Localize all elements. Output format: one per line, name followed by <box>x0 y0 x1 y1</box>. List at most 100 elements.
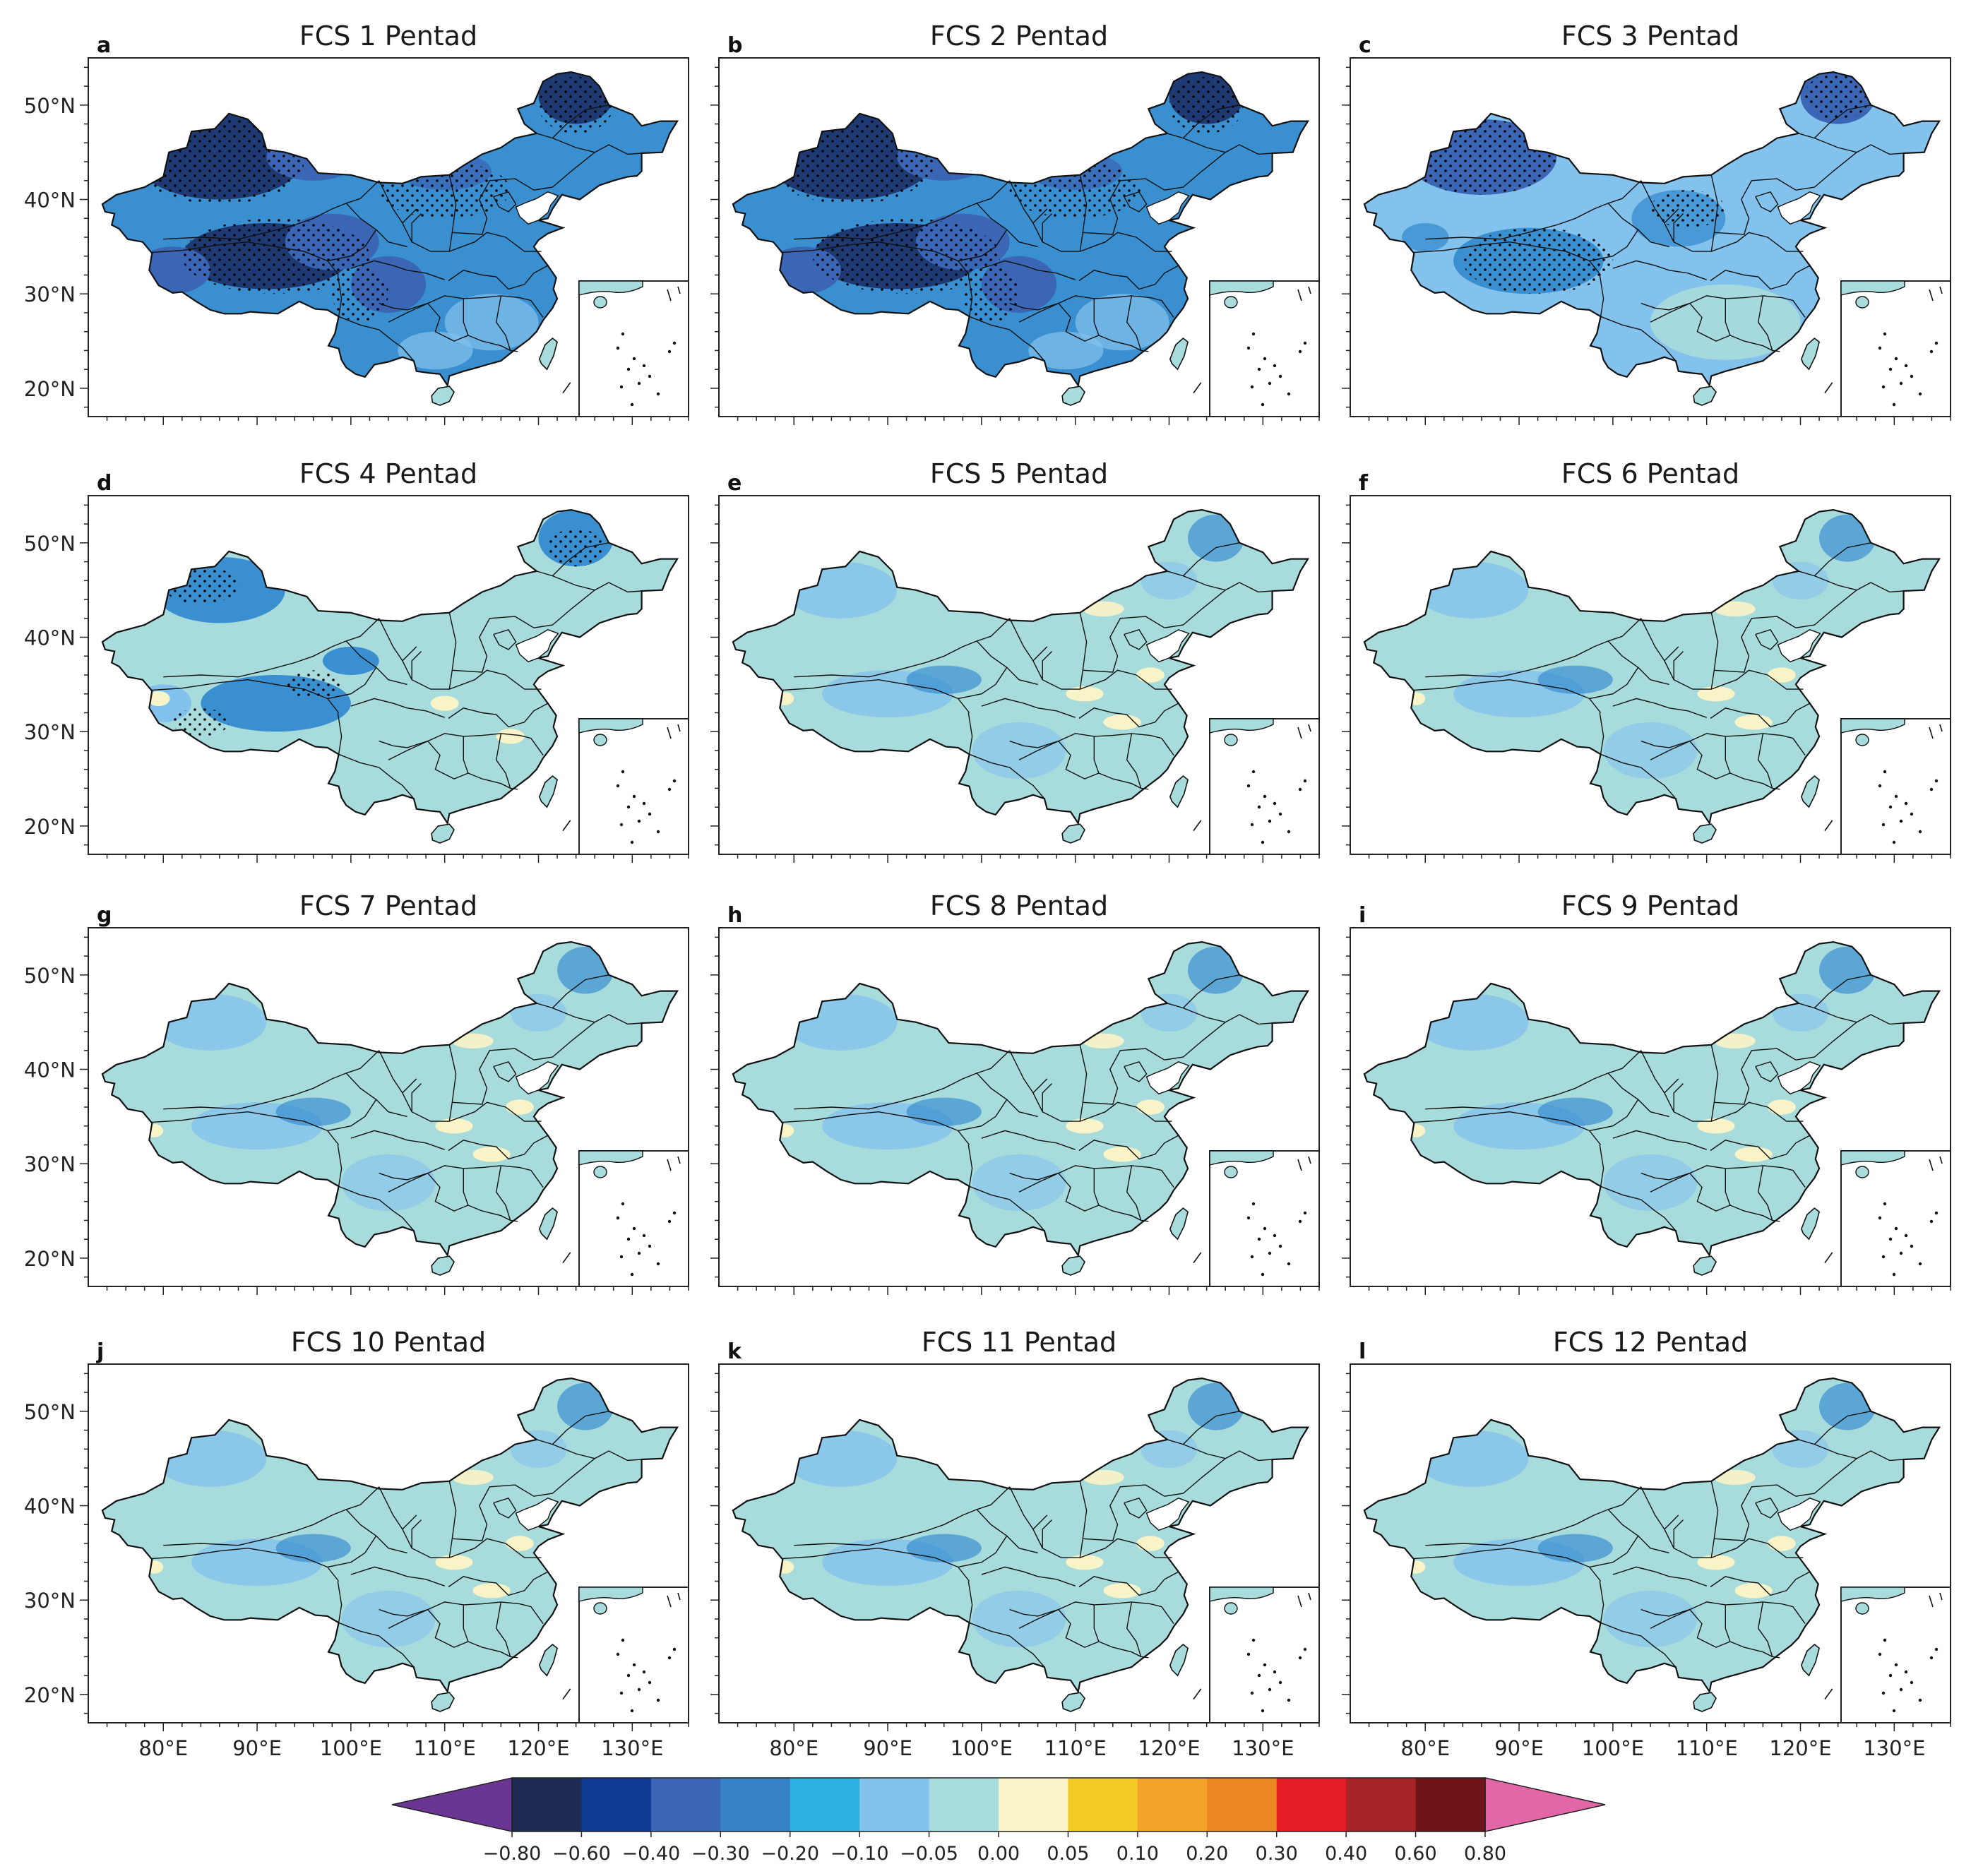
anomaly-patch <box>1103 715 1141 730</box>
province-border <box>1599 712 1604 755</box>
inset-island <box>1261 840 1265 844</box>
inset-island <box>1910 812 1914 816</box>
province-border <box>981 1566 1076 1587</box>
province-border <box>552 974 609 1009</box>
province-border <box>338 1622 415 1668</box>
anomaly-patch <box>1103 1583 1141 1599</box>
bohai-sea <box>1145 191 1190 225</box>
province-border <box>958 640 1008 700</box>
inset-island <box>1899 819 1903 823</box>
province-border <box>958 203 1008 262</box>
inset-island <box>1298 1656 1302 1660</box>
province-border <box>536 133 595 153</box>
inset-island <box>1904 801 1908 806</box>
stipple-area <box>332 265 388 323</box>
province-border <box>1006 229 1038 248</box>
stipple-area <box>1169 76 1244 133</box>
inset-island <box>637 381 641 386</box>
province-border <box>1124 1497 1148 1519</box>
anomaly-patch <box>341 1154 436 1212</box>
inset-island <box>1257 1237 1261 1241</box>
province-border <box>1600 1185 1677 1231</box>
inset-island <box>672 341 677 345</box>
province-border <box>1124 1061 1148 1082</box>
province-border <box>1612 260 1707 280</box>
south-china-sea-inset <box>578 1150 689 1287</box>
inset-island <box>1904 1233 1908 1238</box>
province-border <box>1714 178 1797 235</box>
south-china-sea-inset <box>1840 718 1951 855</box>
hainan-island <box>1061 823 1085 844</box>
taiwan-island <box>1800 775 1821 808</box>
anomaly-patch <box>1537 1097 1613 1126</box>
boundaries <box>732 940 1310 1276</box>
province-border <box>1006 667 1038 686</box>
province-border <box>1689 1165 1806 1188</box>
taiwan-island <box>1169 1643 1189 1677</box>
province-border <box>152 679 340 713</box>
anomaly-patch <box>1714 1469 1756 1486</box>
province-border <box>1612 698 1707 718</box>
panel-title: FCS 11 Pentad <box>922 1327 1116 1358</box>
island-dash <box>1824 820 1833 832</box>
anomaly-patch <box>906 1097 982 1126</box>
inset-island <box>619 1691 624 1695</box>
lat-tick-label: 40°N <box>24 626 76 650</box>
stipple-area <box>1463 227 1613 294</box>
inset-island <box>1883 1202 1887 1206</box>
inset-island <box>1894 1226 1898 1231</box>
province-border <box>493 1061 517 1082</box>
province-border <box>1589 1073 1639 1132</box>
colorbar-label: 0.60 <box>1395 1843 1437 1865</box>
anomaly-patch <box>1537 665 1613 694</box>
inset-coast <box>578 1587 643 1602</box>
panel-letter: e <box>727 471 742 496</box>
province-border <box>463 1604 469 1642</box>
colorbar-label: 0.80 <box>1464 1843 1506 1865</box>
significance-stipple <box>766 76 1244 323</box>
province-border <box>1093 1604 1100 1642</box>
hainan-island <box>1061 386 1085 406</box>
map-panel-a: FCS 1 Pentad a 20°N 30°N 40°N 50°N <box>24 20 689 425</box>
inset-island <box>630 840 634 844</box>
province-border <box>1032 208 1048 224</box>
national-border <box>101 1377 679 1694</box>
province-border <box>152 1547 340 1582</box>
inset-island <box>1894 794 1898 799</box>
province-border <box>1673 213 1684 242</box>
province-border <box>794 1050 1011 1110</box>
province-border <box>552 542 609 577</box>
anomaly-patch <box>1603 1590 1698 1648</box>
panels-layer: FCS 1 Pentad a 20°N 30°N 40°N 50°N FCS 2 Penta… <box>24 20 1951 1760</box>
province-border <box>1589 203 1639 262</box>
province-border <box>1650 740 1780 790</box>
province-border <box>350 698 445 718</box>
inset-island <box>1273 364 1277 368</box>
province-border <box>1058 733 1174 756</box>
province-border <box>495 295 511 351</box>
inset-island <box>1888 805 1893 809</box>
anomaly-patch <box>1768 1536 1796 1551</box>
inset-dash <box>667 289 672 301</box>
panel-title: FCS 4 Pentad <box>299 458 477 489</box>
province-border <box>350 1130 445 1150</box>
province-border <box>163 1050 380 1110</box>
inset-frame <box>1840 1150 1951 1287</box>
lat-tick-label: 50°N <box>24 1400 76 1424</box>
inset-island <box>616 1216 620 1220</box>
bohai-sea <box>515 629 559 663</box>
lat-tick-label: 50°N <box>24 94 76 118</box>
colorbar-label: −0.05 <box>900 1843 958 1865</box>
axes <box>1342 66 1951 425</box>
province-border <box>1725 1168 1731 1206</box>
bohai-sea <box>1145 1498 1190 1531</box>
province-border <box>1032 1078 1048 1094</box>
inset-island <box>626 367 631 371</box>
inset-island <box>1883 1638 1887 1642</box>
panel-title: FCS 12 Pentad <box>1553 1327 1748 1358</box>
inset-island <box>1934 341 1939 345</box>
boundaries <box>101 940 679 1276</box>
inset-dash <box>677 1592 681 1601</box>
province-border <box>782 241 970 275</box>
province-border <box>1725 736 1731 774</box>
